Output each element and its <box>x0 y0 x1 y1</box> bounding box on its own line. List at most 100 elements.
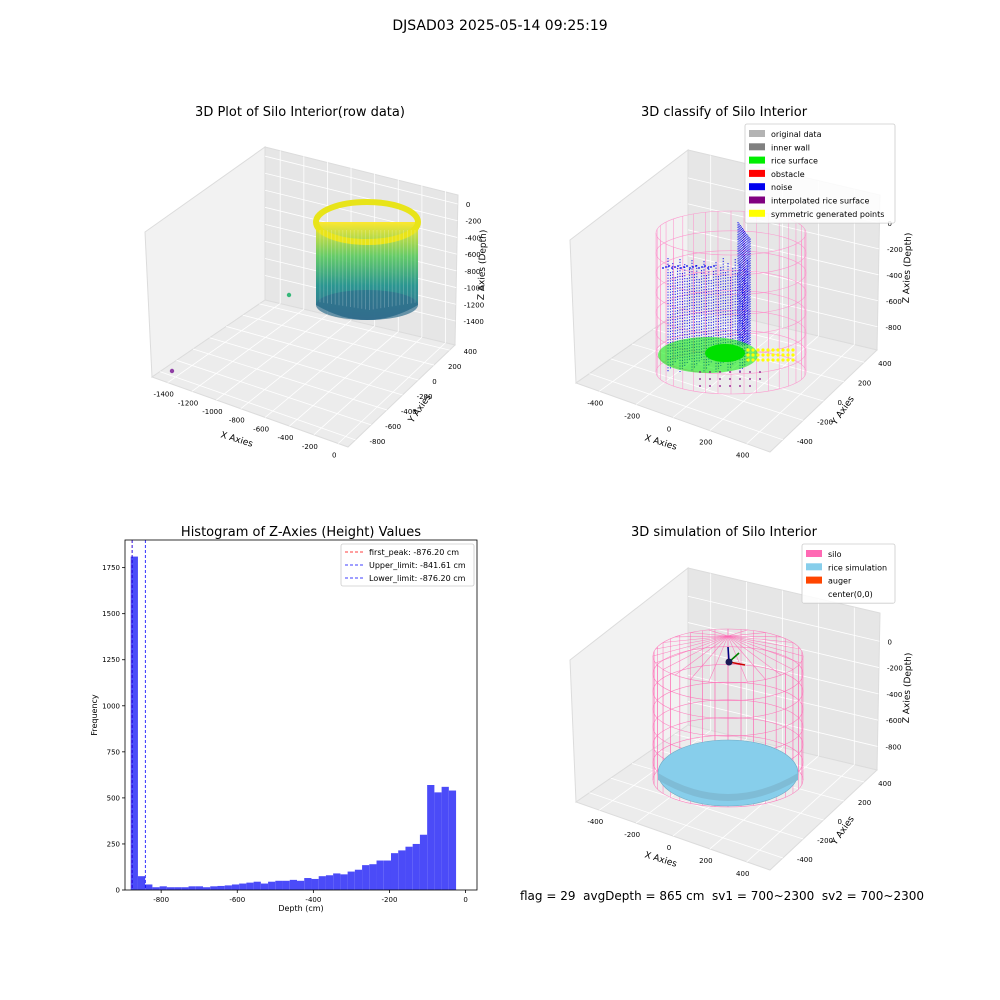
silo-ring <box>655 329 807 375</box>
legend-label: Lower_limit: -876.20 cm <box>369 574 466 583</box>
y-tick-label: 200 <box>858 799 871 807</box>
symmetric-point <box>766 348 770 352</box>
sim-center-marker <box>725 658 733 666</box>
silo-roof-strut <box>655 635 729 650</box>
grid-line <box>687 622 880 668</box>
hist-bar <box>260 883 269 890</box>
silo-roof-strut <box>727 632 766 637</box>
interpolated-point <box>729 385 731 387</box>
y-tick-label: 1000 <box>102 702 120 710</box>
silo-roof-strut <box>727 635 801 650</box>
silo-roof-strut <box>690 632 729 637</box>
noise-point <box>698 267 700 269</box>
hist-bar <box>448 790 457 890</box>
figure-title: DJSAD03 2025-05-14 09:25:19 <box>392 18 608 34</box>
x-tick-label: -600 <box>229 896 245 904</box>
hist-bar <box>434 792 442 890</box>
symmetric-point <box>781 358 785 362</box>
z-tick-label: -1000 <box>464 285 484 293</box>
hist-bar <box>427 785 435 890</box>
z-tick-label: 0 <box>887 638 891 646</box>
y-tick-label: -800 <box>369 438 385 446</box>
interpolated-point <box>759 371 761 373</box>
hist-bar <box>311 878 319 890</box>
hist-bar <box>362 865 370 890</box>
silo-roof-strut <box>708 629 729 637</box>
interpolated-point <box>719 378 721 380</box>
noise-point <box>671 267 673 269</box>
x-tick-label: 400 <box>736 870 749 878</box>
hist-bar <box>383 860 391 890</box>
hist-bar <box>239 883 247 890</box>
y-tick-label: -200 <box>817 418 833 426</box>
hist-bar <box>195 886 204 890</box>
hist-bar <box>253 881 261 890</box>
symmetric-point <box>756 358 760 362</box>
classify-interpolated-points <box>699 371 761 387</box>
hist-ylabel: Frequency <box>90 694 99 736</box>
noise-point <box>683 266 685 268</box>
interpolated-point <box>709 371 711 373</box>
panel-raw-title: 3D Plot of Silo Interior(row data) <box>195 105 405 120</box>
grid-line <box>687 595 880 642</box>
legend-swatch <box>806 576 822 584</box>
hist-bar <box>304 878 312 890</box>
y-tick-label: 400 <box>878 780 891 788</box>
hist-bar <box>268 881 276 890</box>
interpolated-point <box>749 385 751 387</box>
z-tick-label: 0 <box>466 201 470 209</box>
z-tick-label: -200 <box>887 665 903 673</box>
y-tick-label: 1250 <box>102 656 120 664</box>
noise-point <box>692 266 694 268</box>
grid-line <box>610 777 804 840</box>
legend-label: interpolated rice surface <box>771 197 869 206</box>
z-tick-label: -1400 <box>463 318 483 326</box>
silo-ring <box>655 230 807 276</box>
panel-raw-3d: 3D Plot of Silo Interior(row data) -1400… <box>144 105 489 460</box>
panel-sim-model <box>652 628 804 808</box>
panel-classify-ticks: -400 -200 0 200 400 400 200 0 -200 -400 0 -200 -400 -… <box>587 220 903 460</box>
x-tick-label: 0 <box>667 844 671 852</box>
symmetric-point <box>746 348 750 352</box>
hist-bar <box>325 875 334 890</box>
hist-bar <box>289 879 298 890</box>
hist-bar <box>390 853 399 890</box>
interpolated-point <box>749 378 751 380</box>
panel-hist-title: Histogram of Z-Axies (Height) Values <box>181 525 421 540</box>
noise-point <box>674 266 676 268</box>
hist-bar <box>210 886 218 890</box>
legend-label: rice simulation <box>828 563 887 572</box>
hist-legend: first_peak: -876.20 cm Upper_limit: -841.… <box>340 543 475 587</box>
hist-bar <box>412 843 420 890</box>
y-tick-label: -400 <box>401 408 417 416</box>
noise-point <box>677 265 679 267</box>
grid-line <box>264 189 458 238</box>
legend-swatch <box>749 169 765 177</box>
panel-raw-cloud <box>169 199 421 374</box>
x-tick-label: -200 <box>624 412 640 420</box>
silo-roof-strut <box>727 635 748 683</box>
symmetric-point <box>771 358 775 362</box>
symmetric-point <box>751 348 755 352</box>
panel-classify-xlabel: X Axies <box>643 433 678 452</box>
symmetric-point <box>776 358 780 362</box>
hist-axes-frame <box>124 539 478 891</box>
x-tick-label: 0 <box>463 896 467 904</box>
panel-raw-grid <box>159 150 458 444</box>
legend-frame <box>340 543 475 587</box>
y-tick-label: 200 <box>448 363 461 371</box>
y-tick-label: 400 <box>878 360 891 368</box>
pane-floor <box>150 299 457 448</box>
hist-bar <box>398 850 406 890</box>
noise-point <box>686 265 688 267</box>
silo-roof-strut <box>727 635 794 670</box>
symmetric-point <box>791 348 795 352</box>
z-tick-label: -600 <box>886 298 902 306</box>
symmetric-point <box>756 348 760 352</box>
y-tick-label: 0 <box>838 399 842 407</box>
symmetric-point <box>761 353 765 357</box>
y-tick-label: 0 <box>432 378 436 386</box>
panel-raw-zlabel: Z Axies (Depth) <box>477 230 489 301</box>
hist-plot: -800 -600 -400 -200 0 0 250 500 750 1000 1250 1500 1… <box>102 540 468 904</box>
interpolated-point <box>709 378 711 380</box>
